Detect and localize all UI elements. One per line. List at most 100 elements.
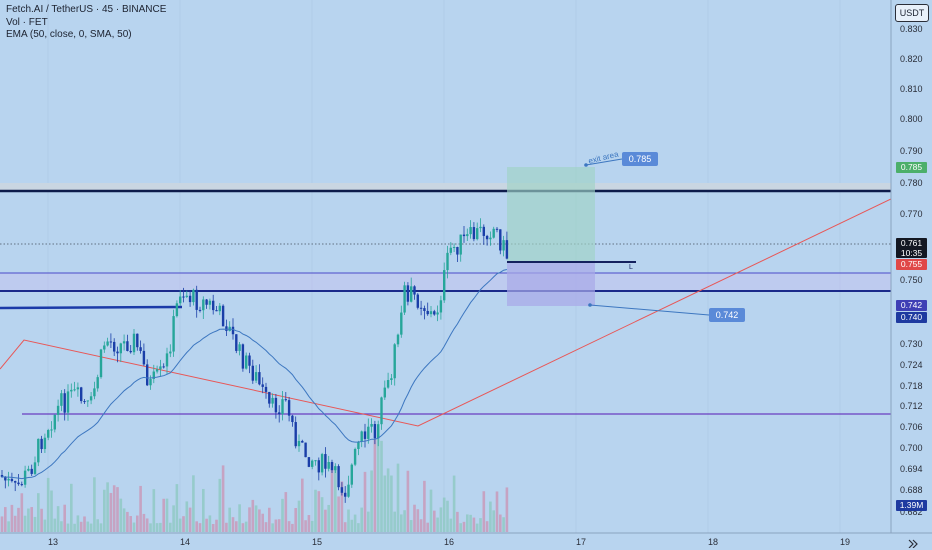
candle-body[interactable] [479, 226, 482, 229]
candle-body[interactable] [452, 247, 456, 249]
candle-body[interactable] [30, 468, 33, 474]
ema-line[interactable] [1, 269, 508, 480]
candle-body[interactable] [320, 454, 324, 473]
candle-body[interactable] [340, 487, 344, 493]
candle-body[interactable] [347, 484, 350, 497]
candle-body[interactable] [274, 397, 278, 413]
candle-body[interactable] [202, 299, 205, 311]
candle-body[interactable] [165, 353, 169, 367]
candle-body[interactable] [4, 476, 7, 481]
candle-body[interactable] [264, 386, 268, 392]
candle-body[interactable] [80, 387, 83, 402]
candle-body[interactable] [103, 345, 106, 350]
candle-body[interactable] [489, 237, 492, 240]
candle-body[interactable] [93, 388, 96, 397]
candle-body[interactable] [284, 399, 287, 401]
candle-body[interactable] [459, 234, 462, 255]
candle-body[interactable] [327, 461, 330, 469]
candle-body[interactable] [367, 426, 370, 439]
candle-body[interactable] [155, 369, 159, 372]
candle-body[interactable] [119, 343, 122, 354]
candle-body[interactable] [182, 296, 185, 298]
candle-body[interactable] [142, 350, 146, 365]
candle-body[interactable] [136, 333, 139, 348]
candle-body[interactable] [433, 311, 436, 315]
symbol-title[interactable]: Fetch.AI / TetherUS · 45 · BINANCE [6, 4, 167, 15]
candle-body[interactable] [70, 389, 73, 392]
candle-body[interactable] [149, 379, 152, 386]
candle-body[interactable] [215, 310, 218, 312]
candle-body[interactable] [416, 294, 419, 308]
candle-body[interactable] [380, 397, 383, 425]
candle-body[interactable] [357, 441, 360, 449]
candle-body[interactable] [47, 430, 50, 438]
candle-body[interactable] [241, 344, 245, 369]
candle-body[interactable] [439, 300, 443, 313]
candle-body[interactable] [195, 289, 198, 310]
candle-body[interactable] [271, 397, 274, 404]
candle-body[interactable] [482, 226, 485, 236]
candle-body[interactable] [377, 424, 380, 439]
candle-body[interactable] [7, 478, 10, 481]
candle-body[interactable] [159, 366, 162, 370]
candle-body[interactable] [492, 228, 495, 238]
candle-body[interactable] [129, 350, 132, 353]
candle-body[interactable] [472, 227, 476, 240]
candle-body[interactable] [122, 341, 126, 344]
candle-body[interactable] [324, 454, 327, 469]
candle-body[interactable] [162, 366, 165, 368]
candle-body[interactable] [40, 438, 43, 450]
candle-body[interactable] [419, 307, 423, 309]
candle-body[interactable] [426, 310, 429, 315]
candle-body[interactable] [60, 393, 63, 406]
candle-body[interactable] [73, 389, 76, 391]
candle-body[interactable] [485, 235, 489, 240]
candle-body[interactable] [390, 378, 393, 381]
candle-body[interactable] [248, 355, 251, 366]
candle-body[interactable] [294, 422, 297, 447]
candle-body[interactable] [281, 399, 284, 415]
candle-body[interactable] [221, 305, 225, 327]
currency-button[interactable]: USDT [895, 4, 929, 22]
candle-body[interactable] [505, 240, 509, 259]
candle-body[interactable] [311, 460, 314, 467]
candle-body[interactable] [291, 415, 294, 423]
candle-body[interactable] [446, 252, 449, 271]
candle-body[interactable] [113, 341, 116, 352]
candle-body[interactable] [383, 387, 386, 398]
candle-body[interactable] [83, 401, 86, 403]
candle-body[interactable] [66, 391, 70, 413]
candle-body[interactable] [99, 349, 103, 378]
horizontal-level-line[interactable] [0, 305, 183, 310]
candle-body[interactable] [169, 351, 172, 354]
candle-body[interactable] [469, 227, 472, 235]
loss-zone[interactable] [507, 262, 595, 306]
candle-body[interactable] [287, 400, 291, 416]
candle-body[interactable] [37, 438, 40, 463]
candle-body[interactable] [386, 380, 390, 388]
candle-body[interactable] [96, 377, 99, 389]
candle-body[interactable] [476, 228, 479, 240]
candle-body[interactable] [254, 372, 258, 381]
candle-body[interactable] [360, 431, 363, 442]
candle-body[interactable] [410, 286, 413, 302]
candle-body[interactable] [466, 234, 469, 237]
candle-body[interactable] [235, 334, 238, 351]
candle-body[interactable] [152, 371, 155, 380]
candle-body[interactable] [314, 460, 317, 462]
candle-body[interactable] [363, 431, 367, 439]
candle-body[interactable] [278, 412, 281, 415]
candle-body[interactable] [208, 300, 212, 305]
candle-body[interactable] [297, 440, 301, 447]
candle-body[interactable] [334, 466, 337, 471]
candle-body[interactable] [175, 303, 179, 317]
candle-body[interactable] [304, 442, 307, 458]
candle-body[interactable] [268, 391, 271, 404]
candle-body[interactable] [413, 286, 416, 295]
candle-body[interactable] [317, 460, 320, 473]
candle-body[interactable] [63, 393, 66, 413]
candle-body[interactable] [502, 240, 505, 251]
candle-body[interactable] [449, 247, 452, 253]
indicator-legend[interactable]: EMA (50, close, 0, SMA, 50) [6, 29, 132, 40]
candle-body[interactable] [238, 344, 241, 351]
